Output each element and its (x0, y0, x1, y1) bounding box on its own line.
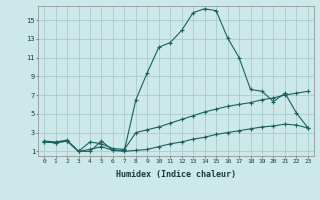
X-axis label: Humidex (Indice chaleur): Humidex (Indice chaleur) (116, 170, 236, 179)
